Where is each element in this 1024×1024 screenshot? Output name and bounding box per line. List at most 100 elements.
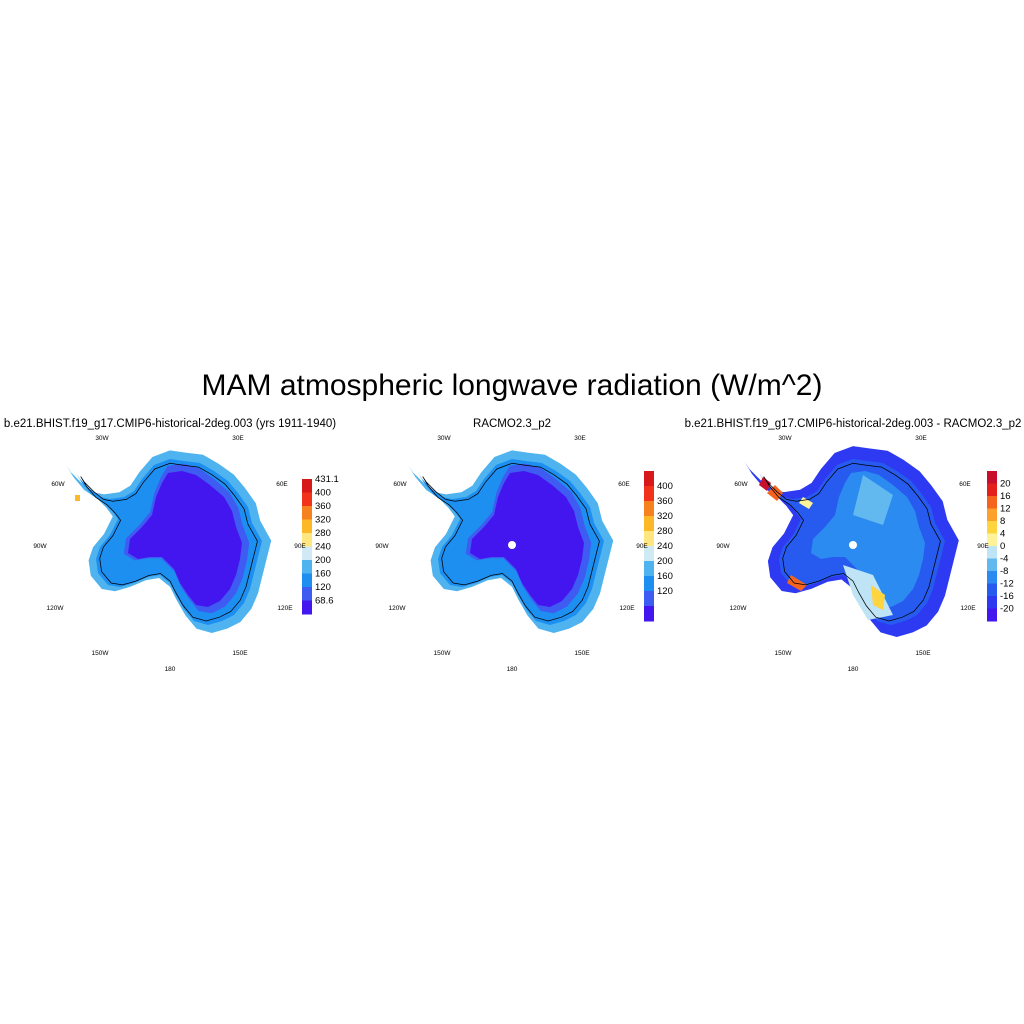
longitude-label: 180	[165, 666, 176, 673]
longitude-label: 30W	[95, 435, 109, 442]
colorbar-swatch	[644, 546, 654, 562]
colorbar-swatch	[987, 521, 997, 534]
panel-1-title: b.e21.BHIST.f19_g17.CMIP6-historical-2de…	[3, 418, 337, 430]
colorbar-label: 160	[657, 571, 673, 582]
panel-3-map	[744, 446, 959, 637]
colorbar-swatch	[302, 573, 312, 588]
longitude-label: 120W	[47, 605, 65, 612]
longitude-label: 90W	[33, 543, 47, 550]
longitude-label: 180	[848, 666, 859, 673]
longitude-label: 150E	[915, 650, 931, 657]
colorbar-label: 240	[315, 542, 331, 553]
longitude-label: 60W	[393, 481, 407, 488]
longitude-label: 30W	[778, 435, 792, 442]
colorbar-swatch	[302, 546, 312, 561]
colorbar-label: 4	[1000, 529, 1005, 540]
colorbar-swatch	[644, 606, 654, 622]
colorbar-swatch	[644, 531, 654, 547]
colorbar-swatch	[987, 471, 997, 484]
colorbar-swatch	[644, 561, 654, 577]
colorbar-swatch	[987, 533, 997, 547]
colorbar-swatch	[302, 533, 312, 547]
colorbar-label: 360	[657, 496, 673, 507]
panel-1-colorbar: 431.1 400 360 320 280 240 200 160 120 68.6	[302, 474, 339, 615]
longitude-label: 120W	[730, 605, 748, 612]
colorbar-label: 160	[315, 569, 331, 580]
longitude-label: 150W	[434, 650, 452, 657]
colorbar-label: 280	[657, 526, 673, 537]
colorbar-swatch	[987, 546, 997, 559]
longitude-label: 150E	[232, 650, 248, 657]
colorbar-swatch	[987, 558, 997, 572]
colorbar-label: -16	[1000, 591, 1014, 602]
colorbar-label: 240	[657, 541, 673, 552]
colorbar-label: 20	[1000, 479, 1011, 490]
longitude-label: 150E	[574, 650, 590, 657]
colorbar-swatch	[987, 608, 997, 622]
colorbar-swatch	[987, 571, 997, 584]
colorbar-swatch	[302, 560, 312, 574]
longitude-label: 90E	[636, 543, 648, 550]
panel-3-title: b.e21.BHIST.f19_g17.CMIP6-historical-2de…	[684, 418, 1022, 430]
colorbar-swatch	[302, 587, 312, 601]
figure-title: MAM atmospheric longwave radiation (W/m^…	[201, 369, 823, 402]
colorbar-label: 16	[1000, 491, 1011, 502]
longitude-label: 30E	[574, 435, 586, 442]
longitude-label: 150W	[775, 650, 793, 657]
colorbar-label: 360	[315, 501, 331, 512]
colorbar-label: 400	[657, 481, 673, 492]
panel-2-map	[408, 450, 614, 633]
longitude-label: 60E	[276, 481, 288, 488]
longitude-label: 120W	[389, 605, 407, 612]
colorbar-swatch	[987, 508, 997, 522]
longitude-label: 90E	[294, 543, 306, 550]
colorbar-label: 280	[315, 528, 331, 539]
longitude-label: 60W	[734, 481, 748, 488]
longitude-label: 90E	[977, 543, 989, 550]
colorbar-label: -20	[1000, 604, 1014, 615]
colorbar-label: 431.1	[315, 474, 339, 485]
colorbar-swatch	[644, 501, 654, 517]
colorbar-swatch	[987, 596, 997, 609]
longitude-label: 120E	[960, 605, 976, 612]
longitude-label: 180	[507, 666, 518, 673]
colorbar-label: 120	[657, 586, 673, 597]
colorbar-swatch	[987, 496, 997, 509]
colorbar-swatch	[644, 576, 654, 592]
panel-2-title: RACMO2.3_p2	[473, 418, 551, 430]
colorbar-label: 8	[1000, 516, 1005, 527]
colorbar-swatch	[302, 492, 312, 507]
colorbar-label: 0	[1000, 541, 1005, 552]
colorbar-label: -12	[1000, 579, 1014, 590]
longitude-label: 30W	[437, 435, 451, 442]
colorbar-label: 200	[315, 555, 331, 566]
longitude-label: 120E	[619, 605, 635, 612]
colorbar-label: 320	[657, 511, 673, 522]
longitude-label: 60W	[51, 481, 65, 488]
longitude-label: 60E	[618, 481, 630, 488]
colorbar-label: 320	[315, 515, 331, 526]
colorbar-swatch	[302, 506, 312, 520]
panel-2-colorbar: 400 360 320 280 240 200 160 120	[644, 471, 673, 622]
colorbar-swatch	[987, 583, 997, 597]
longitude-label: 30E	[232, 435, 244, 442]
longitude-labels: 30W 30E 60W 60E 90W 90E 120W 120E 150W 150E 180 30W…	[33, 435, 989, 673]
longitude-label: 90W	[716, 543, 730, 550]
longitude-label: 90W	[375, 543, 389, 550]
colorbar-swatch	[644, 591, 654, 607]
longitude-label: 120E	[277, 605, 293, 612]
colorbar-swatch	[644, 516, 654, 532]
colorbar-swatch	[302, 479, 312, 493]
colorbar-label: 68.6	[315, 596, 334, 607]
colorbar-swatch	[302, 519, 312, 534]
colorbar-label: 400	[315, 488, 331, 499]
colorbar-swatch	[644, 486, 654, 502]
colorbar-label: 120	[315, 582, 331, 593]
colorbar-swatch	[987, 483, 997, 497]
longitude-label: 60E	[959, 481, 971, 488]
longitude-label: 150W	[92, 650, 110, 657]
colorbar-label: 12	[1000, 504, 1011, 515]
peninsula-warm-cell-1	[75, 495, 80, 501]
colorbar-label: -8	[1000, 566, 1008, 577]
